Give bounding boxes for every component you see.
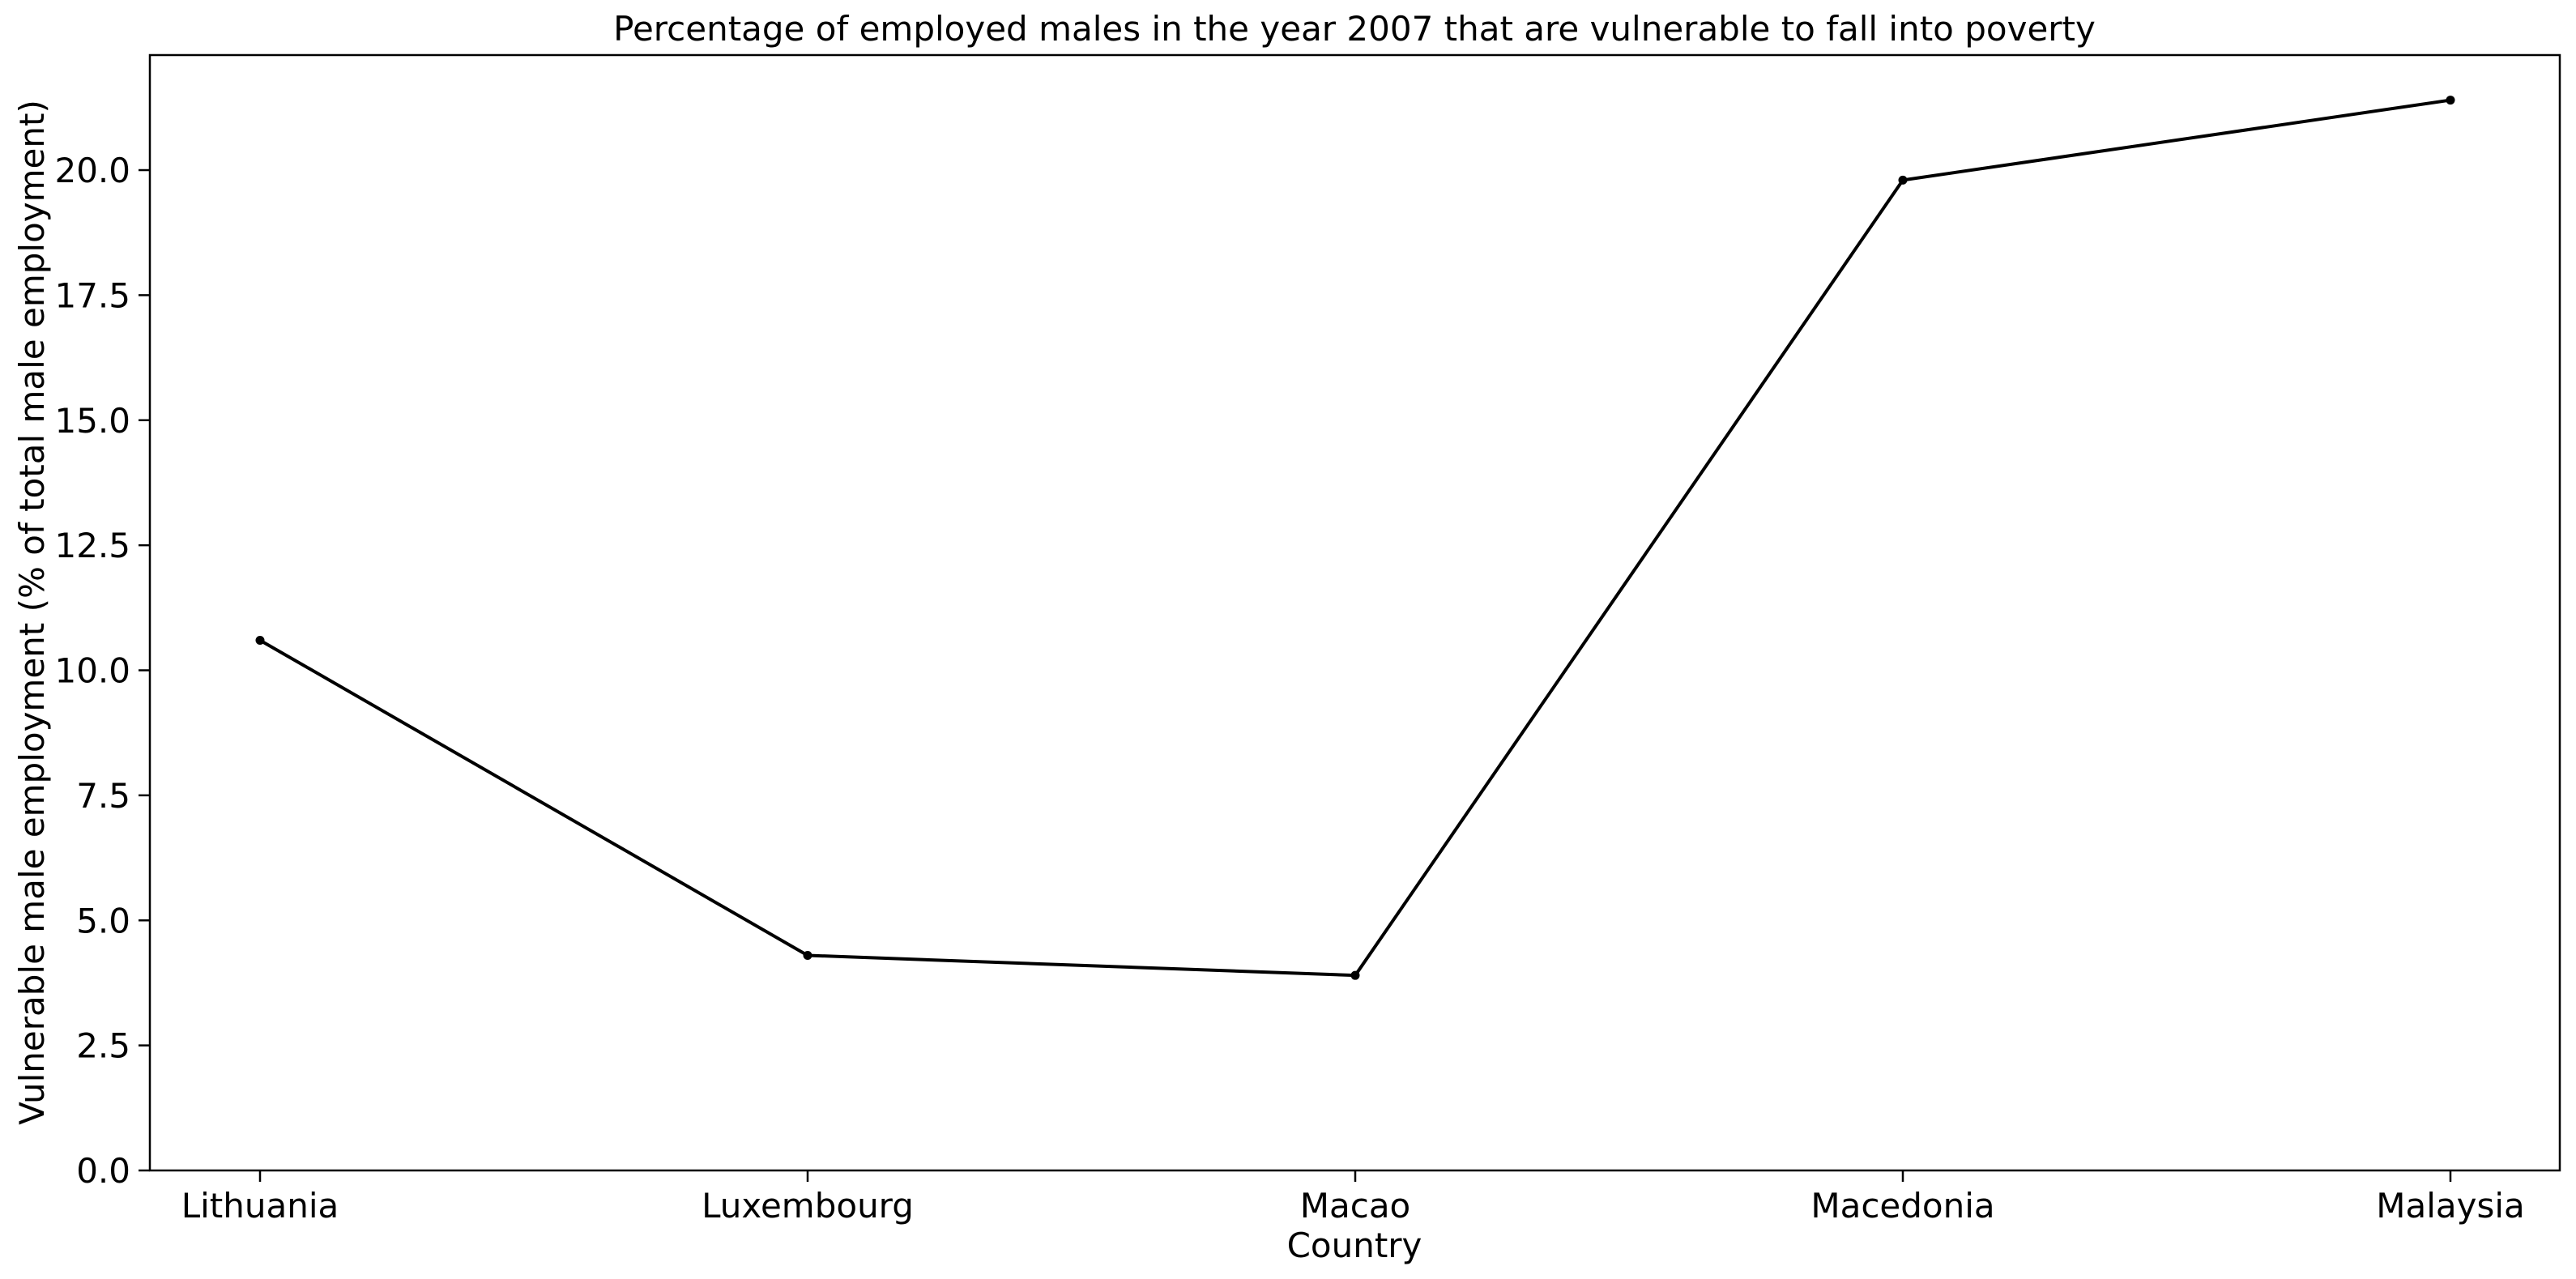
y-tick-label: 10.0 — [54, 651, 130, 691]
y-tick-label: 5.0 — [76, 901, 130, 940]
y-tick-label: 7.5 — [76, 776, 130, 816]
x-tick-label: Malaysia — [2376, 1186, 2525, 1226]
series-layer — [255, 96, 2455, 980]
y-tick-label: 12.5 — [54, 526, 130, 565]
chart-title: Percentage of employed males in the year… — [613, 9, 2096, 49]
y-tick-label: 0.0 — [76, 1151, 130, 1191]
y-axis-ticks: 0.0 2.5 5.0 7.5 10.0 12.5 15.0 17.5 20.0 — [54, 151, 150, 1191]
data-point — [2446, 96, 2455, 105]
x-axis-label: Country — [1287, 1226, 1422, 1265]
data-point — [255, 635, 265, 645]
x-tick-label: Macedonia — [1810, 1186, 1994, 1226]
data-point — [1898, 175, 1908, 185]
x-tick-label: Luxembourg — [702, 1186, 914, 1226]
y-axis-label: Vulnerable male employment (% of total m… — [12, 100, 52, 1125]
data-point — [803, 950, 812, 960]
x-tick-label: Macao — [1300, 1186, 1411, 1226]
plot-frame — [148, 53, 2561, 1172]
y-tick-label: 20.0 — [54, 151, 130, 190]
y-tick-label: 17.5 — [54, 275, 130, 315]
x-tick-label: Lithuania — [181, 1186, 339, 1226]
x-axis-ticks: Lithuania Luxembourg Macao Macedonia Malaysi… — [181, 1170, 2525, 1226]
y-tick-label: 15.0 — [54, 401, 130, 441]
series-points — [255, 96, 2455, 980]
y-tick-label: 2.5 — [76, 1026, 130, 1066]
data-point — [1350, 970, 1360, 980]
